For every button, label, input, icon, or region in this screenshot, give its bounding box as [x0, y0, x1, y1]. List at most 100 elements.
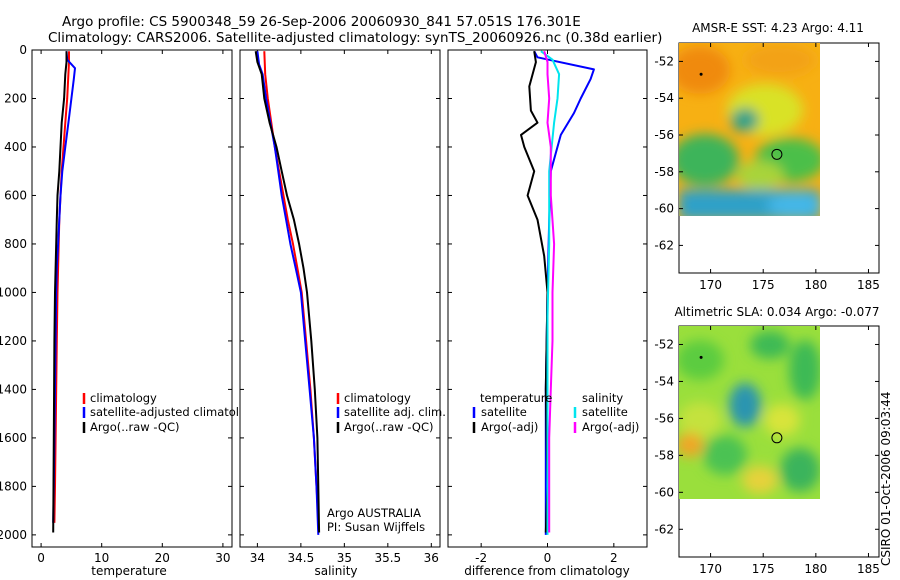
track-point-marker — [699, 355, 703, 359]
sst-mid-patch — [736, 161, 784, 189]
series-line-argo-raw-qc — [52, 51, 68, 533]
sst-warm-patch — [679, 46, 730, 94]
difference-panel: -2 0 2 difference from climatology tempera… — [447, 49, 648, 578]
x-tick-label: 170 — [699, 562, 722, 576]
legend-label-argo: Argo(..raw -QC) — [90, 420, 180, 434]
sst-cold-patch — [767, 193, 820, 216]
sla-patch — [764, 404, 800, 436]
y-tick-label: -56 — [654, 128, 674, 142]
x-tick-label: 35.5 — [374, 551, 401, 565]
x-tick-label: 170 — [699, 278, 722, 292]
y-tick-label: -62 — [654, 238, 674, 252]
sla-low-patch — [729, 383, 761, 427]
sst-map-title: AMSR-E SST: 4.23 Argo: 4.11 — [692, 21, 864, 35]
figure-title-line1: Argo profile: CS 5900348_59 26-Sep-2006 … — [62, 14, 581, 30]
series-line-argo-adj — [520, 51, 549, 533]
y-tick-label: 1400 — [0, 382, 27, 396]
difference-legend: temperature salinity satellite Argo(-adj… — [472, 391, 639, 434]
series-line-argo-raw-qc — [254, 51, 321, 533]
y-tick-label: 1200 — [0, 334, 27, 348]
y-tick-label: 200 — [4, 91, 27, 105]
x-tick-label: 30 — [215, 551, 230, 565]
temperature-panel: 0 200 400 600 800 1000 1200 1400 1600 1800 2000 0 1… — [0, 43, 260, 578]
salinity-legend: climatology satellite adj. clim. Argo(..… — [336, 391, 446, 434]
sla-map-panel: Altimetric SLA: 0.034 Argo: -0.077 -52 -5… — [654, 305, 880, 576]
sla-patch — [750, 331, 790, 359]
series-line-salinity-satellite — [540, 50, 561, 535]
x-tick-label: 180 — [804, 278, 827, 292]
legend-label-satellite-adj: satellite adj. clim. — [344, 405, 446, 419]
y-tick-label: -52 — [654, 54, 674, 68]
y-tick-label: -56 — [654, 411, 674, 425]
x-tick-label: 185 — [857, 562, 880, 576]
y-tick-label: -58 — [654, 448, 674, 462]
x-tick-label: 34.5 — [288, 551, 315, 565]
sla-patch — [679, 402, 722, 438]
legend-label-sal-argo: Argo(-adj) — [582, 420, 639, 434]
y-tick-label: 400 — [4, 140, 27, 154]
y-tick-label: 0 — [19, 43, 27, 57]
x-tick-label: 35 — [337, 551, 352, 565]
argo-position-marker — [771, 148, 783, 160]
x-tick-label: 2 — [610, 551, 618, 565]
legend-label-satellite-adjusted: satellite-adjusted climatology — [90, 405, 260, 419]
legend-header-salinity: salinity — [582, 391, 623, 405]
y-tick-label: -62 — [654, 522, 674, 536]
sla-patch — [679, 340, 724, 380]
x-tick-label: 34 — [250, 551, 265, 565]
y-tick-label: -54 — [654, 91, 674, 105]
sla-patch — [742, 466, 778, 494]
x-tick-label: -2 — [475, 551, 487, 565]
y-tick-label: 1000 — [0, 285, 27, 299]
sla-patch — [789, 340, 820, 400]
salinity-xlabel: salinity — [314, 564, 357, 578]
legend-header-temperature: temperature — [480, 391, 552, 405]
y-tick-label: -52 — [654, 337, 674, 351]
sla-high-patch — [679, 433, 704, 457]
legend-label-argo: Argo(..raw -QC) — [344, 420, 434, 434]
sst-cool-patch — [679, 134, 739, 186]
salinity-panel: 34 34.5 35 35.5 36 salinity climatology sate… — [239, 49, 446, 578]
temperature-legend: climatology satellite-adjusted climatolo… — [82, 391, 260, 434]
y-tick-label: 1800 — [0, 479, 27, 493]
sst-map-panel: AMSR-E SST: 4.23 Argo: 4.11 -52 -54 -56 -58… — [654, 21, 880, 292]
y-tick-label: -58 — [654, 165, 674, 179]
argo-program-annotation: Argo AUSTRALIA — [327, 506, 421, 520]
y-tick-label: -54 — [654, 374, 674, 388]
difference-xlabel: difference from climatology — [464, 564, 630, 578]
y-tick-label: 800 — [4, 237, 27, 251]
legend-label-sal-satellite: satellite — [582, 405, 628, 419]
x-tick-label: 175 — [752, 278, 775, 292]
legend-label-temp-argo: Argo(-adj) — [481, 420, 538, 434]
argo-position-marker — [771, 432, 783, 444]
y-tick-label: -60 — [654, 202, 674, 216]
y-tick-label: 1600 — [0, 431, 27, 445]
x-tick-label: 36 — [424, 551, 439, 565]
track-point-marker — [699, 72, 703, 76]
x-tick-label: 180 — [804, 562, 827, 576]
temperature-xlabel: temperature — [91, 564, 166, 578]
x-tick-label: 20 — [155, 551, 170, 565]
x-tick-label: 0 — [544, 551, 552, 565]
sla-patch — [780, 448, 820, 492]
y-tick-label: 2000 — [0, 528, 27, 542]
x-tick-label: 10 — [94, 551, 109, 565]
y-tick-label: -60 — [654, 485, 674, 499]
pi-annotation: PI: Susan Wijffels — [327, 520, 425, 534]
legend-label-climatology: climatology — [344, 391, 411, 405]
sst-cool-patch — [731, 108, 759, 132]
legend-label-temp-satellite: satellite — [481, 405, 527, 419]
x-tick-label: 175 — [752, 562, 775, 576]
sla-map-title: Altimetric SLA: 0.034 Argo: -0.077 — [674, 305, 879, 319]
series-line-salinity-argo-adj — [543, 50, 556, 533]
series-line-satellite-adj-clim — [256, 51, 320, 535]
figure-title-line2: Climatology: CARS2006. Satellite-adjuste… — [48, 30, 662, 46]
x-tick-label: 185 — [857, 278, 880, 292]
y-tick-label: 600 — [4, 188, 27, 202]
x-tick-label: 0 — [37, 551, 45, 565]
sst-field — [679, 43, 820, 216]
sla-patch — [703, 435, 747, 475]
sla-field — [679, 326, 820, 499]
legend-label-climatology: climatology — [90, 391, 157, 405]
